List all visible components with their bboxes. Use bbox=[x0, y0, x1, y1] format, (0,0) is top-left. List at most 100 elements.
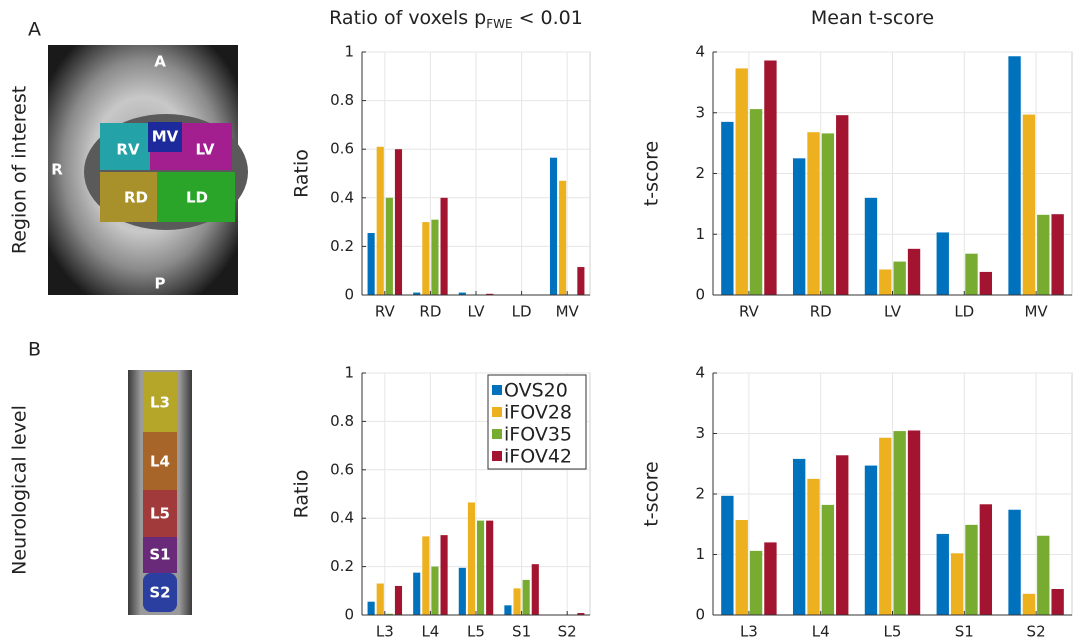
bar bbox=[736, 68, 748, 295]
legend-label: iFOV42 bbox=[504, 446, 572, 468]
bar bbox=[865, 198, 877, 295]
roi-image: MV RV LV RD LD A R L P bbox=[48, 45, 275, 295]
bar bbox=[721, 122, 733, 295]
y-tick-label: 1 bbox=[344, 364, 354, 382]
roi-label: RV bbox=[116, 141, 140, 159]
bar bbox=[937, 232, 949, 295]
x-tick-label: LV bbox=[884, 303, 902, 321]
orientation-label: R bbox=[51, 161, 63, 179]
roi-label: LD bbox=[186, 189, 208, 207]
bar bbox=[559, 181, 566, 295]
bar bbox=[750, 551, 762, 615]
spine-label: L3 bbox=[150, 394, 170, 412]
bar bbox=[807, 479, 819, 615]
title-subscript: FWE bbox=[486, 17, 512, 31]
row-label: Region of interest bbox=[9, 86, 31, 254]
x-tick-label: L5 bbox=[884, 623, 902, 641]
x-tick-label: RV bbox=[375, 303, 396, 321]
panel-label: B bbox=[28, 339, 41, 361]
title-text: Mean t-score bbox=[811, 7, 934, 29]
bar bbox=[721, 496, 733, 615]
chart-title: Ratio of voxels pFWE< 0.01 bbox=[329, 7, 583, 31]
bar bbox=[431, 567, 438, 615]
legend-swatch bbox=[492, 407, 502, 417]
x-tick-label: L4 bbox=[421, 623, 439, 641]
legend-label: iFOV35 bbox=[504, 424, 572, 446]
bar bbox=[836, 455, 848, 615]
bar bbox=[879, 438, 891, 615]
y-tick-label: 3 bbox=[695, 424, 705, 442]
title-text: Ratio of voxels p bbox=[329, 7, 486, 29]
bar bbox=[1008, 510, 1020, 615]
roi-label: RD bbox=[124, 189, 148, 207]
bar bbox=[836, 115, 848, 295]
figure: A B Region of interest Neurological leve… bbox=[0, 0, 1082, 644]
orientation-label: A bbox=[154, 53, 166, 71]
bar bbox=[459, 568, 466, 615]
bar bbox=[894, 262, 906, 295]
y-tick-label: 1 bbox=[695, 225, 705, 243]
bar bbox=[504, 605, 511, 615]
orientation-label: L bbox=[265, 161, 275, 179]
bar bbox=[1008, 56, 1020, 295]
y-tick-label: 2 bbox=[695, 164, 705, 182]
orientation-label: P bbox=[155, 275, 166, 293]
roi-label: LV bbox=[195, 141, 214, 159]
bar bbox=[550, 158, 557, 295]
bar bbox=[422, 536, 429, 615]
bar bbox=[377, 147, 384, 295]
bar bbox=[965, 525, 977, 615]
spine-label: L5 bbox=[150, 505, 170, 523]
bar bbox=[793, 158, 805, 295]
x-tick-label: MV bbox=[1024, 303, 1048, 321]
x-tick-label: LD bbox=[954, 303, 974, 321]
bar bbox=[1051, 589, 1063, 615]
x-tick-label: MV bbox=[556, 303, 580, 321]
bar bbox=[793, 459, 805, 615]
bar bbox=[441, 535, 448, 615]
y-tick-label: 0.6 bbox=[330, 460, 354, 478]
y-axis-label: t-score bbox=[641, 141, 663, 206]
y-tick-label: 0.8 bbox=[330, 91, 354, 109]
spine-image: L3 L4 L5 S1 S2 bbox=[128, 370, 192, 615]
bar bbox=[377, 584, 384, 615]
x-tick-label: RD bbox=[419, 303, 441, 321]
bar bbox=[413, 573, 420, 615]
row-label: Neurological level bbox=[9, 405, 31, 575]
legend-swatch bbox=[492, 429, 502, 439]
y-tick-label: 1 bbox=[344, 43, 354, 61]
x-tick-label: LD bbox=[512, 303, 532, 321]
bar bbox=[532, 564, 539, 615]
bar bbox=[523, 580, 530, 615]
bar bbox=[468, 502, 475, 615]
bar bbox=[965, 254, 977, 295]
bar bbox=[894, 431, 906, 615]
legend-label: iFOV28 bbox=[504, 402, 572, 424]
bar bbox=[937, 534, 949, 615]
bar bbox=[1023, 594, 1035, 615]
bar bbox=[422, 222, 429, 295]
bar bbox=[908, 249, 920, 295]
spine-label: S1 bbox=[149, 546, 170, 564]
y-tick-label: 0 bbox=[344, 286, 354, 304]
bar bbox=[980, 504, 992, 615]
bar bbox=[441, 198, 448, 295]
x-tick-label: L3 bbox=[376, 623, 394, 641]
x-tick-label: L4 bbox=[812, 623, 830, 641]
bar bbox=[431, 220, 438, 295]
y-axis-label: Ratio bbox=[291, 470, 313, 519]
y-tick-label: 4 bbox=[695, 43, 705, 61]
x-tick-label: LV bbox=[468, 303, 486, 321]
bar bbox=[1051, 214, 1063, 295]
x-tick-label: S2 bbox=[558, 623, 577, 641]
bar bbox=[1037, 536, 1049, 615]
x-tick-label: S1 bbox=[955, 623, 974, 641]
bar bbox=[951, 553, 963, 615]
x-tick-label: S1 bbox=[512, 623, 531, 641]
bar bbox=[386, 198, 393, 295]
bar bbox=[764, 61, 776, 295]
y-axis-label: Ratio bbox=[291, 149, 313, 198]
